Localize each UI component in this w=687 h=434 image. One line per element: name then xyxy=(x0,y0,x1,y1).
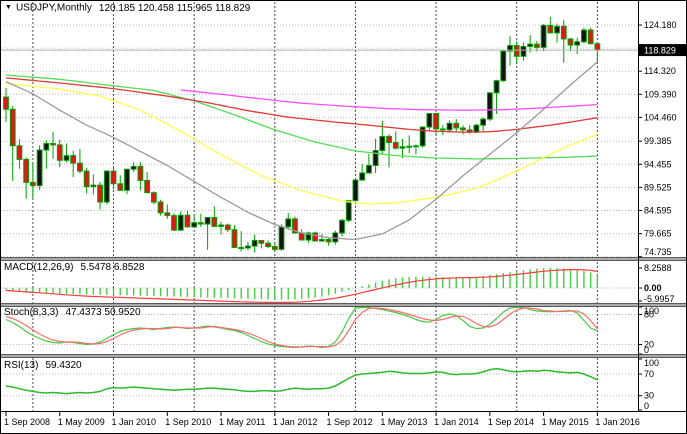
time-axis-label: 1 Jan 2012 xyxy=(273,417,318,427)
rsi-values: 59.4320 xyxy=(45,360,82,371)
current-price-tag xyxy=(639,44,686,57)
price-axis-label: 99.385 xyxy=(644,136,672,146)
ma-green xyxy=(5,74,598,160)
time-axis-label: 1 May 2009 xyxy=(58,417,105,427)
macd-header: MACD(12,26,9) 5.5478 6.8528 xyxy=(4,262,144,274)
rsi-axis-label: 100 xyxy=(644,358,659,368)
time-axis-label: 1 Sep 2012 xyxy=(327,417,373,427)
time-axis-label: 1 Jan 2014 xyxy=(434,417,479,427)
time-axis-label: 1 May 2011 xyxy=(219,417,265,427)
grid-layer xyxy=(1,2,638,411)
macd-values: 5.5478 6.8528 xyxy=(80,262,145,273)
rsi-label: RSI(13) xyxy=(4,360,39,371)
macd-panel xyxy=(5,268,599,304)
macd-axis-label: 8.2588 xyxy=(644,263,672,273)
stoch-header: Stoch(8,3,3) 47.4373 50.9520 xyxy=(4,307,141,319)
rsi-axis-label: 0 xyxy=(644,401,649,411)
chart-symbol-title: USDJPY,Monthly xyxy=(15,2,92,14)
price-axis-label: 124.180 xyxy=(644,20,677,30)
macd-axis-label: 0.00 xyxy=(644,283,662,293)
price-axis-label: 74.735 xyxy=(644,247,672,257)
moving-averages-layer xyxy=(5,61,598,241)
stoch-d-line xyxy=(5,307,598,348)
stoch-axis-label: 20 xyxy=(644,340,654,350)
symbol-dropdown-icon[interactable]: ▼ xyxy=(5,4,12,11)
price-tag: 118.829 xyxy=(639,44,686,57)
price-axis-label: 104.460 xyxy=(644,112,677,122)
time-axis-label: 1 Sep 2008 xyxy=(4,417,50,427)
candles-layer xyxy=(3,16,601,253)
price-axis-label: 114.320 xyxy=(644,66,676,76)
current-price-tag-text: 118.829 xyxy=(644,46,676,56)
ma-gray xyxy=(5,61,598,241)
price-axis-label: 89.525 xyxy=(644,182,672,192)
separators xyxy=(1,257,686,358)
ma-yellow xyxy=(5,82,598,205)
macd-signal-line xyxy=(5,269,598,304)
time-axis-label: 1 May 2013 xyxy=(380,417,427,427)
time-axis-label: 1 May 2015 xyxy=(542,417,589,427)
stoch-panel xyxy=(5,306,598,349)
price-axis-label: 94.455 xyxy=(644,159,672,169)
rsi-line xyxy=(5,367,598,395)
chart-header: ▼ USDJPY,Monthly 120.185 120.458 115.965 1… xyxy=(5,2,250,15)
macd-label: MACD(12,26,9) xyxy=(4,262,74,273)
time-axis-label: 1 Jan 2010 xyxy=(112,417,157,427)
rsi-panel xyxy=(5,367,598,395)
rsi-axis-label: 70 xyxy=(644,369,654,379)
rsi-axis-label: 30 xyxy=(644,391,654,401)
price-axis[interactable] xyxy=(638,1,686,412)
stoch-axis-label: 0 xyxy=(644,345,649,355)
time-axis-label: 1 Jan 2016 xyxy=(595,417,640,427)
chart-ohlc-values: 120.185 120.458 115.965 118.829 xyxy=(98,2,251,14)
stoch-values: 47.4373 50.9520 xyxy=(65,307,141,318)
stoch-axis-label: 80 xyxy=(644,310,654,320)
price-axis-label: 109.390 xyxy=(644,89,677,99)
ma-magenta xyxy=(180,89,598,111)
price-axis-label: 79.665 xyxy=(644,229,672,239)
stoch-label: Stoch(8,3,3) xyxy=(4,307,59,318)
ma-red xyxy=(5,77,598,133)
stoch-axis-label: 100 xyxy=(644,306,659,316)
time-axis-label: 1 Sep 2010 xyxy=(165,417,211,427)
price-axis-label: 84.595 xyxy=(644,205,672,215)
time-axis-label: 1 Sep 2014 xyxy=(488,417,534,427)
rsi-header: RSI(13) 59.4320 xyxy=(4,360,82,372)
macd-axis-label: -5.9957 xyxy=(644,294,675,304)
time-axis[interactable] xyxy=(1,412,686,433)
